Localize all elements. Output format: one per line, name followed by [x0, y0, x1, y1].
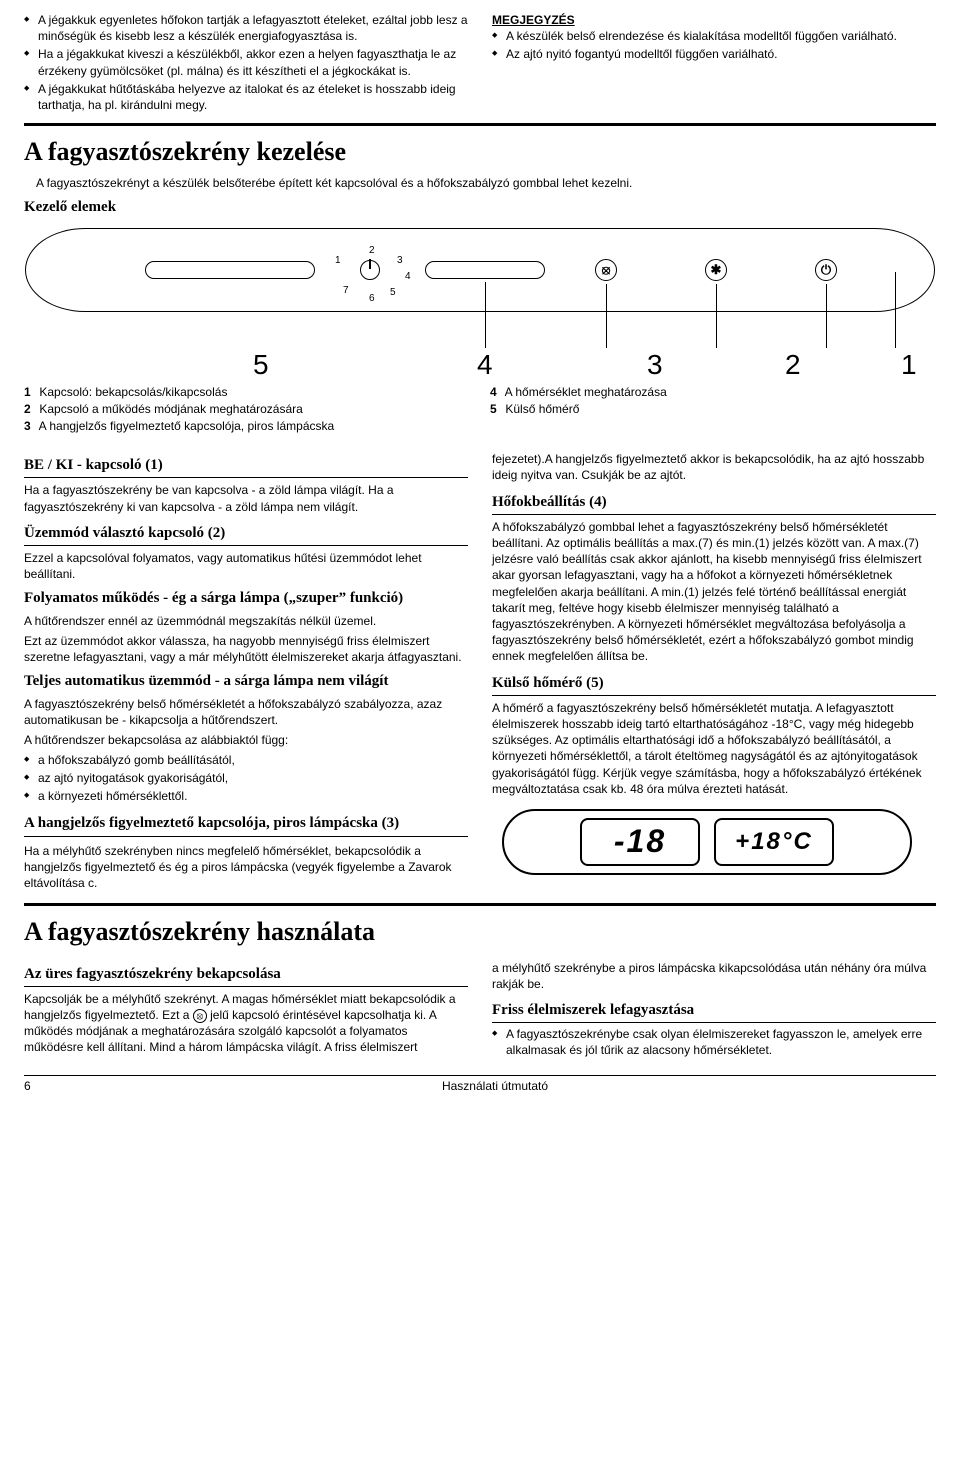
section-title-kezelese: A fagyasztószekrény kezelése [24, 134, 936, 169]
h-teljes-auto: Teljes automatikus üzemmód - a sárga lám… [24, 671, 468, 691]
callout-5: 5 [390, 286, 396, 300]
snowflake-icon: ✱ [705, 259, 727, 281]
leader-3 [716, 284, 717, 348]
bullet: A fagyasztószekrénybe csak olyan élelmis… [506, 1026, 936, 1058]
callout-7: 7 [343, 284, 349, 298]
intro-para: A fagyasztószekrényt a készülék belsőter… [36, 175, 936, 191]
big-num-4: 4 [477, 346, 493, 384]
callout-3: 3 [397, 254, 403, 268]
power-icon: ⏻ [815, 259, 837, 281]
h-hangjelzos: A hangjelzős figyelmeztető kapcsolója, p… [24, 813, 468, 835]
para: Kapcsolják be a mélyhűtő szekrényt. A ma… [24, 991, 468, 1056]
legend-item: 2 Kapcsoló a működés módjának meghatároz… [24, 401, 470, 417]
rule [24, 836, 468, 837]
legend-item: 3 A hangjelzős figyelmeztető kapcsolója,… [24, 418, 470, 434]
thermo-right: +18°C [714, 818, 834, 866]
para: Ha a mélyhűtő szekrényben nincs megfelel… [24, 843, 468, 892]
h-ures: Az üres fagyasztószekrény bekapcsolása [24, 964, 468, 987]
kezelo-elemek-heading: Kezelő elemek [24, 197, 936, 217]
note-heading: MEGJEGYZÉS [492, 12, 936, 28]
bullet: A készülék belső elrendezése és kialakít… [506, 28, 936, 44]
alarm-icon: ⦻ [595, 259, 617, 281]
big-num-3: 3 [647, 346, 663, 384]
bullet: a hőfokszabályzó gomb beállításától, [38, 752, 468, 768]
h-be-ki: BE / KI - kapcsoló (1) [24, 455, 468, 478]
para: Ezzel a kapcsolóval folyamatos, vagy aut… [24, 550, 468, 582]
para: A hőmérő a fagyasztószekrény belső hőmér… [492, 700, 936, 797]
para: a mélyhűtő szekrénybe a piros lámpácska … [492, 960, 936, 992]
thermometer-diagram: -18 +18°C [492, 803, 922, 881]
panel-slot-1 [145, 261, 315, 279]
legend-item: 1 Kapcsoló: bekapcsolás/kikapcsolás [24, 384, 470, 400]
para: Ezt az üzemmódot akkor válassza, ha nagy… [24, 633, 468, 665]
bullet: a környezeti hőmérséklettől. [38, 788, 468, 804]
top-right-bullets: A készülék belső elrendezése és kialakít… [492, 28, 936, 62]
para: Ha a fagyasztószekrény be van kapcsolva … [24, 482, 468, 514]
page-footer: 6 Használati útmutató [24, 1075, 936, 1098]
leader-1 [895, 272, 896, 348]
big-num-2: 2 [785, 346, 801, 384]
bullet: Ha a jégakkukat kiveszi a készülékből, a… [38, 46, 468, 78]
h-uzemmod: Üzemmód választó kapcsoló (2) [24, 523, 468, 546]
para: A hőfokszabályzó gombbal lehet a fagyasz… [492, 519, 936, 665]
section-title-hasznalata: A fagyasztószekrény használata [24, 914, 936, 949]
h-kulso-homero: Külső hőmérő (5) [492, 673, 936, 696]
h-hofok: Hőfokbeállítás (4) [492, 492, 936, 515]
para: A hűtőrendszer bekapcsolása az alábbiakt… [24, 732, 468, 748]
leader-4 [606, 284, 607, 348]
para: A hűtőrendszer ennél az üzemmódnál megsz… [24, 613, 468, 629]
footer-title: Használati útmutató [54, 1078, 936, 1094]
leader-2b [826, 284, 827, 348]
bullets-auto: a hőfokszabályzó gomb beállításától, az … [24, 752, 468, 805]
panel-knob [360, 260, 380, 280]
bullet: Az ajtó nyitó fogantyú modelltől függően… [506, 46, 936, 62]
bullet: az ajtó nyitogatások gyakoriságától, [38, 770, 468, 786]
legend-item: 4 A hőmérséklet meghatározása [490, 384, 936, 400]
page-number: 6 [24, 1078, 54, 1094]
top-notes: A jégakkuk egyenletes hőfokon tartják a … [24, 12, 936, 115]
thermo-left: -18 [580, 818, 700, 866]
inline-alarm-icon: ⦻ [193, 1009, 207, 1023]
para: A fagyasztószekrény belső hőmérsékletét … [24, 696, 468, 728]
callout-2: 2 [369, 244, 375, 258]
bullet: A jégakkukat hűtőtáskába helyezve az ita… [38, 81, 468, 113]
section2-two-col: Az üres fagyasztószekrény bekapcsolása K… [24, 956, 936, 1061]
leader-5 [485, 282, 486, 348]
bullets-friss: A fagyasztószekrénybe csak olyan élelmis… [492, 1026, 936, 1058]
callout-4: 4 [405, 270, 411, 284]
h-folyamatos: Folyamatos működés - ég a sárga lámpa („… [24, 588, 468, 608]
control-panel-diagram: ⦻ ✱ ⏻ 1 2 3 4 5 6 7 5 4 3 2 1 [25, 228, 935, 378]
big-num-5: 5 [253, 346, 269, 384]
legend: 1 Kapcsoló: bekapcsolás/kikapcsolás 2 Ka… [24, 384, 936, 436]
callout-6: 6 [369, 292, 375, 306]
callout-1: 1 [335, 254, 341, 268]
divider [24, 903, 936, 906]
main-two-col: BE / KI - kapcsoló (1) Ha a fagyasztósze… [24, 447, 936, 895]
divider [24, 123, 936, 126]
top-left-bullets: A jégakkuk egyenletes hőfokon tartják a … [24, 12, 468, 113]
bullet: A jégakkuk egyenletes hőfokon tartják a … [38, 12, 468, 44]
legend-item: 5 Külső hőmérő [490, 401, 936, 417]
h-friss: Friss élelmiszerek lefagyasztása [492, 1000, 936, 1023]
big-num-1: 1 [901, 346, 917, 384]
panel-slot-2 [425, 261, 545, 279]
para-cont: fejezetet).A hangjelzős figyelmeztető ak… [492, 451, 936, 483]
